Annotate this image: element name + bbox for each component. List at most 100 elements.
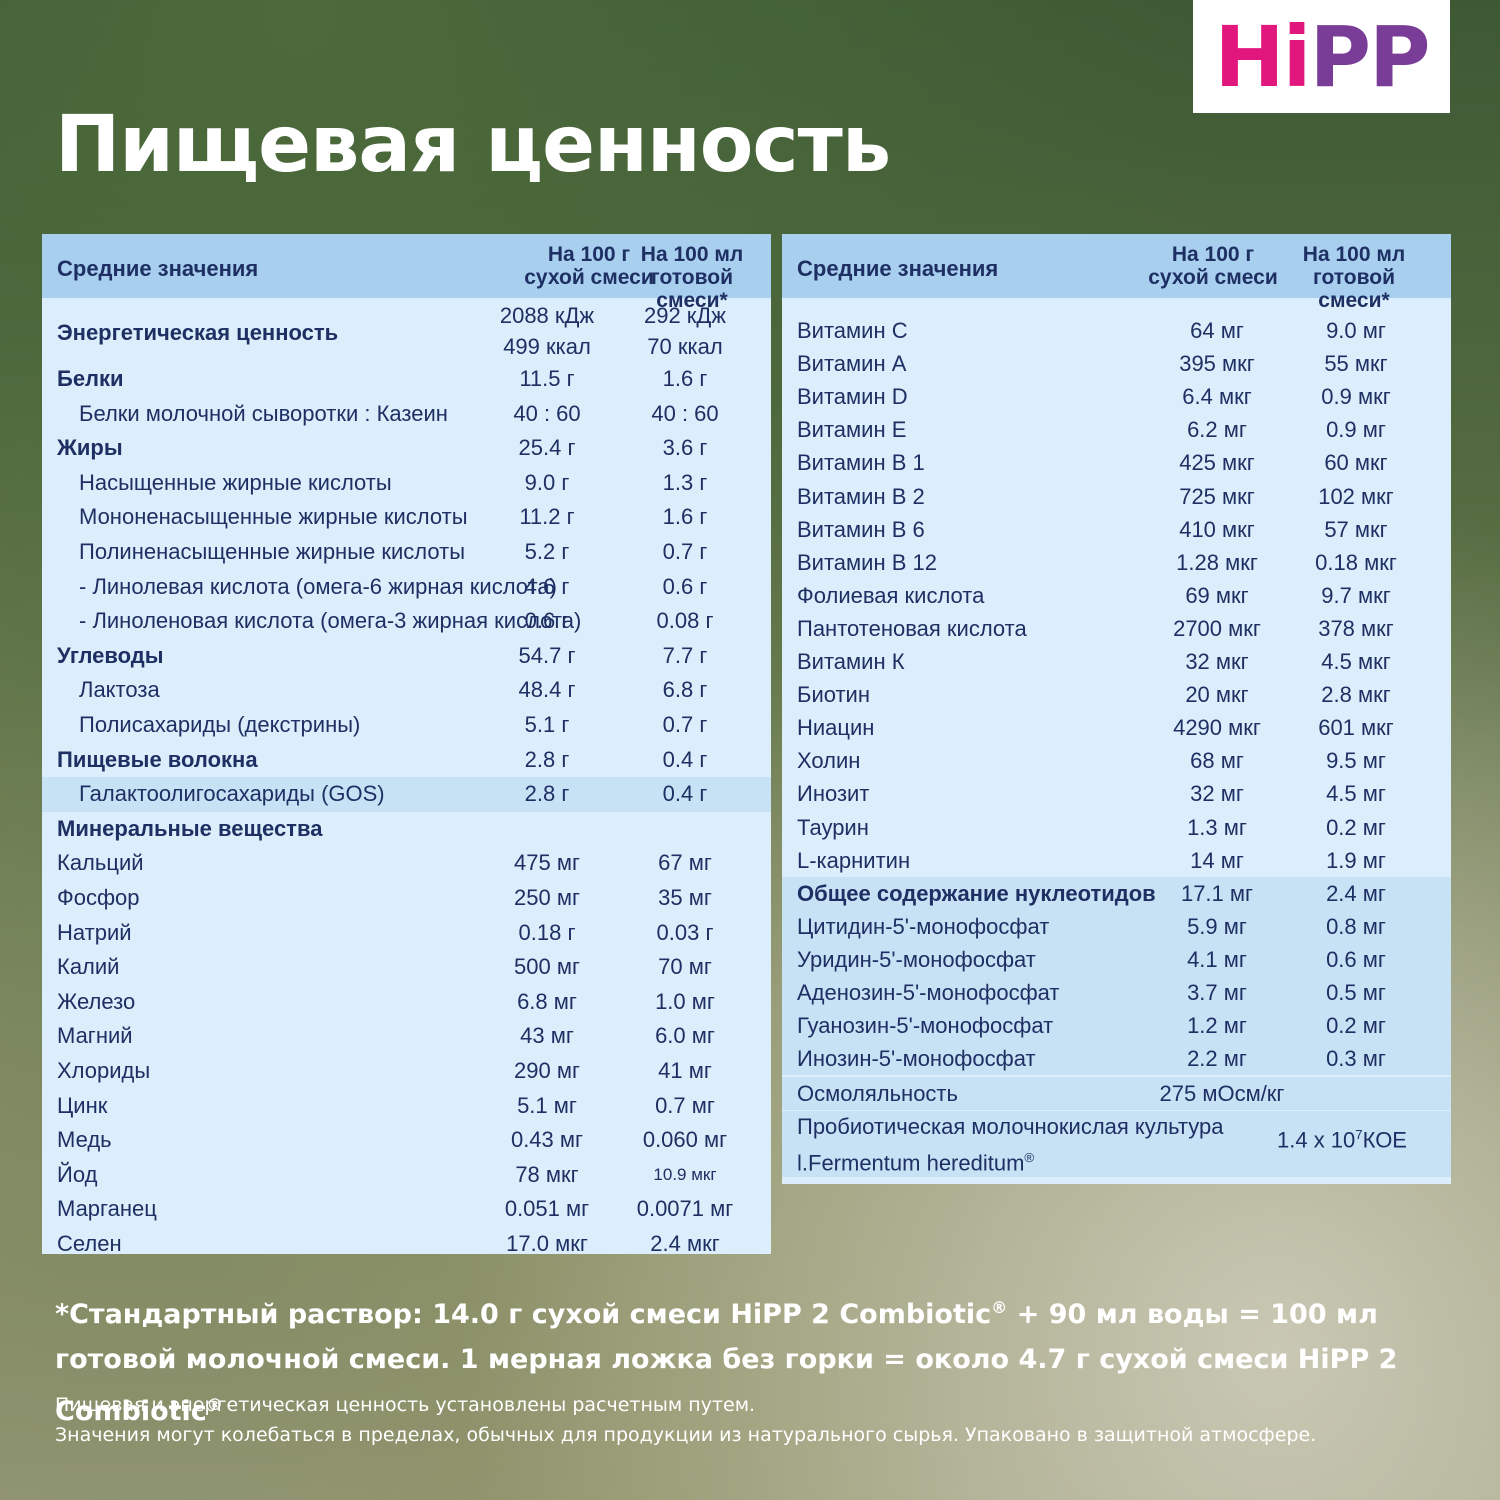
value-dry: 9.0 г (524, 469, 570, 495)
value-dry: 17.1 мг (1180, 880, 1254, 906)
row-label: Галактоолигосахариды (GOS) (79, 781, 385, 807)
table-row: Витамин В 2 725 мкг 102 мкг (782, 480, 1451, 513)
value-dry: 11.2 г (519, 504, 575, 530)
value-prepared: 0.9 мкг (1321, 384, 1391, 410)
logo-letter-p1: P (1309, 7, 1371, 106)
row-label: Пищевые волокна (57, 746, 258, 772)
row-label: Полисахариды (декстрины) (79, 712, 361, 737)
footer-note-line2: Значения могут колебаться в пределах, об… (55, 1424, 1317, 1446)
value-dry-kj: 2088 кДж (499, 303, 595, 328)
row-label: Железо (57, 988, 136, 1014)
table-row: Витамин В 6 410 мкг 57 мкг (782, 513, 1451, 546)
row-label: Витамин В 12 (797, 549, 937, 575)
header-col-dry-line1: На 100 г (1171, 243, 1255, 266)
row-label: Йод (57, 1161, 98, 1187)
logo-letter-i: i (1282, 7, 1312, 106)
value-prepared: 2.8 мкг (1321, 682, 1391, 708)
value-dry: 4.1 мг (1187, 946, 1247, 972)
row-label: Белки молочной сыворотки : Казеин (79, 400, 448, 426)
table-row: Витамин А 395 мкг 55 мкг (782, 347, 1451, 380)
row-label: Энергетическая ценность (57, 320, 339, 345)
value-prepared: 1.6 г (662, 366, 708, 391)
value-dry: 6.2 мг (1187, 417, 1247, 443)
header-label: Средние значения (797, 256, 999, 281)
value-dry: 14 мг (1190, 847, 1244, 873)
footer-main-part1: *Стандартный раствор: 14.0 г сухой смеси… (55, 1299, 992, 1330)
row-label: Калий (57, 954, 120, 980)
value-prepared: 2.4 мкг (650, 1231, 720, 1256)
table-row: - Линоленовая кислота (омега-3 жирная ки… (42, 604, 771, 639)
probiotic-value-unit: КОЕ (1362, 1127, 1407, 1153)
row-label: Гуанозин-5'-монофосфат (797, 1013, 1054, 1039)
table-row: Галактоолигосахариды (GOS) 2.8 г 0.4 г (42, 777, 771, 812)
table-row: Инозит 32 мг 4.5 мг (782, 777, 1451, 810)
value-prepared: 0.9 мг (1326, 417, 1386, 443)
table-row: - Линолевая кислота (омега-6 жирная кисл… (42, 570, 771, 605)
value-prepared: 0.8 мг (1326, 913, 1386, 939)
table-row: Хлориды 290 мг 41 мг (42, 1054, 771, 1089)
row-label: Витамин D (797, 384, 908, 410)
footer-note-line1: Пищевая и энергетическая ценность устано… (55, 1394, 756, 1416)
value-prepared: 4.5 мкг (1321, 649, 1391, 674)
header-col-prepared-line2: готовой смеси* (1313, 266, 1395, 312)
header-col-dry: На 100 г сухой смеси (1138, 243, 1288, 289)
value-dry: 32 мг (1190, 781, 1244, 807)
value-dry: 5.1 г (524, 712, 570, 737)
header-col-dry-line2: сухой смеси (1148, 266, 1278, 289)
table-row: Селен 17.0 мкг 2.4 мкг (42, 1227, 771, 1262)
value-prepared: 4.5 мг (1326, 781, 1386, 807)
probiotic-label-line2: l.Fermentum hereditum (797, 1150, 1025, 1176)
value-prepared: 1.6 г (662, 504, 708, 530)
value-dry: 395 мкг (1179, 351, 1255, 377)
row-label: Витамин С (797, 318, 908, 343)
row-label: Витамин К (797, 649, 905, 674)
row-label: Витамин В 6 (797, 516, 925, 542)
value-prepared-kj: 292 кДж (643, 303, 727, 328)
row-label: Магний (57, 1023, 133, 1049)
value-prepared: 0.5 мг (1326, 980, 1386, 1005)
value-dry: 17.0 мкг (506, 1231, 588, 1256)
page-title: Пищевая ценность (55, 100, 891, 190)
header-col-prepared: На 100 мл готовой смеси* (1279, 243, 1429, 312)
value-dry: 725 мкг (1179, 483, 1255, 509)
value-prepared: 6.0 мг (655, 1023, 715, 1049)
table-row: Уридин-5'-монофосфат 4.1 мг 0.6 мг (782, 942, 1451, 976)
table-row: Витамин В 12 1.28 мкг 0.18 мкг (782, 546, 1451, 579)
value-prepared: 0.6 г (662, 573, 708, 599)
table-row: Фосфор 250 мг 35 мг (42, 881, 771, 916)
value-dry: 1.28 мкг (1176, 549, 1258, 575)
row-label: Углеводы (57, 642, 164, 668)
hipp-logo-text: HiPP (1214, 15, 1430, 99)
value-dry: 0.18 г (518, 919, 576, 945)
footer-standard-solution: *Стандартный раствор: 14.0 г сухой смеси… (55, 1285, 1455, 1434)
value-dry: 78 мкг (515, 1161, 579, 1187)
value-dry: 43 мг (520, 1023, 574, 1049)
value-dry: 0.051 мг (504, 1196, 590, 1222)
probiotic-row: Пробиотическая молочнокислая культура l.F… (782, 1111, 1451, 1178)
value-prepared-kcal: 70 ккал (647, 334, 723, 359)
row-label: Витамин Е (797, 417, 907, 443)
logo-letter-p2: P (1369, 7, 1431, 106)
value-prepared: 2.4 мг (1326, 880, 1386, 906)
table-row: Инозин-5'-монофосфат 2.2 мг 0.3 мг (782, 1042, 1451, 1076)
value-dry: 290 мг (514, 1058, 580, 1083)
value-prepared: 0.4 г (662, 781, 708, 807)
row-label: Инозит (797, 781, 870, 807)
value-prepared: 40 : 60 (651, 400, 719, 426)
row-label: Витамин В 1 (797, 450, 925, 476)
header-col-prepared: На 100 мл готовой смеси* (617, 243, 767, 312)
row-label: Фосфор (57, 885, 140, 910)
value-prepared: 67 мг (658, 850, 712, 876)
table-row: Углеводы 54.7 г 7.7 г (42, 639, 771, 674)
value-prepared: 0.03 г (656, 919, 714, 945)
hipp-logo: HiPP (1193, 0, 1450, 113)
footer-note: Пищевая и энергетическая ценность устано… (55, 1390, 1475, 1450)
row-label: Пробиотическая молочнокислая культура l.F… (797, 1111, 1223, 1178)
value-dry: 4.6 г (524, 573, 570, 599)
table-row: Магний 43 мг 6.0 мг (42, 1019, 771, 1054)
value-prepared: 6.8 г (662, 677, 708, 703)
value-dry: 2.8 г (524, 781, 570, 807)
registered-mark: ® (1024, 1150, 1035, 1166)
table-row: Мононенасыщенные жирные кислоты 11.2 г 1.6… (42, 500, 771, 535)
row-label: Белки (57, 366, 124, 391)
